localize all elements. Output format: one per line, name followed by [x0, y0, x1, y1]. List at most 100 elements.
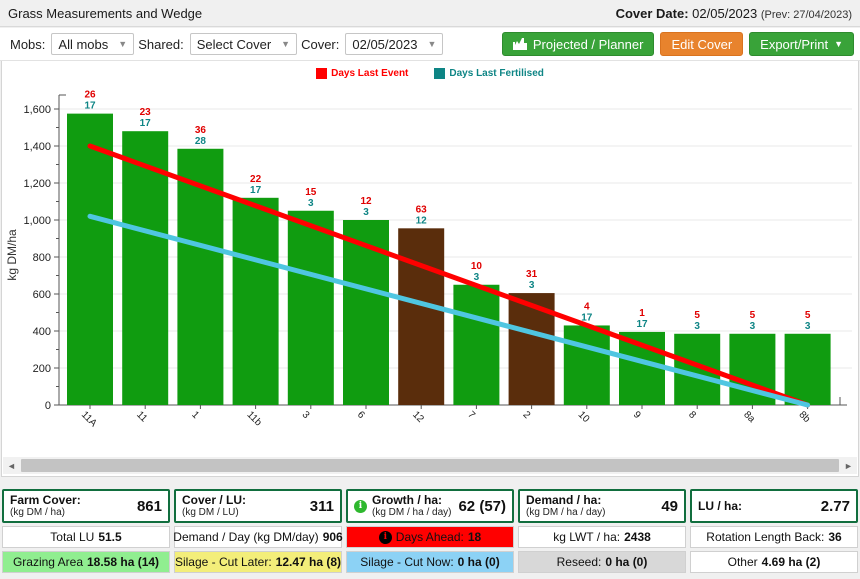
chart-legend: Days Last Event Days Last Fertilised — [2, 68, 858, 79]
svg-text:5: 5 — [750, 310, 756, 321]
stat-card-value: 62 (57) — [458, 497, 506, 515]
svg-text:1,200: 1,200 — [23, 178, 51, 190]
x-axis-label-6: 6 — [355, 409, 367, 421]
stat-row-value: 36 — [828, 530, 842, 544]
svg-text:1: 1 — [639, 308, 645, 319]
scroll-right-arrow-icon[interactable]: ► — [844, 460, 853, 471]
chevron-down-icon: ▼ — [427, 39, 437, 49]
svg-text:12: 12 — [360, 196, 372, 207]
svg-text:22: 22 — [250, 174, 262, 185]
bar-paddock-11A[interactable] — [67, 113, 113, 405]
stat-row-label: Days Ahead: — [395, 530, 464, 544]
bar-paddock-12[interactable] — [398, 228, 445, 405]
svg-text:200: 200 — [33, 363, 51, 375]
stat-column-lu-per-ha: LU / ha: 2.77 Rotation Length Back: 36 Other… — [690, 489, 858, 573]
svg-text:17: 17 — [250, 185, 262, 196]
legend-swatch-teal — [434, 68, 446, 79]
projected-planner-button[interactable]: Projected / Planner — [501, 32, 655, 56]
info-icon-green: i — [354, 499, 367, 513]
chart-panel: Days Last Event Days Last Fertilised 0 20… — [1, 61, 859, 477]
scroll-left-arrow-icon[interactable]: ◄ — [7, 460, 16, 471]
legend-item-days-last-event: Days Last Event — [316, 68, 408, 79]
svg-text:17: 17 — [140, 118, 152, 129]
stat-card-value: 311 — [309, 497, 334, 515]
stat-card-label: Demand / ha: — [526, 493, 602, 507]
bar-paddock-11[interactable] — [122, 131, 169, 405]
export-print-button[interactable]: Export/Print ▼ — [749, 32, 854, 56]
title-bar: Grass Measurements and Wedge Cover Date:… — [0, 0, 860, 27]
stat-card-growth-per-ha: i Growth / ha: (kg DM / ha / day) 62 (57) — [346, 489, 514, 523]
stat-card-text: Farm Cover: (kg DM / ha) — [10, 493, 133, 519]
info-icon-black: i — [378, 530, 392, 544]
stat-card-lu-per-ha: LU / ha: 2.77 — [690, 489, 858, 523]
stat-row-rotation-length-back: Rotation Length Back: 36 — [690, 526, 858, 548]
mobs-select[interactable]: All mobs ▼ — [51, 33, 135, 55]
bar-paddock-7[interactable] — [453, 284, 500, 405]
x-axis-label-10: 10 — [576, 409, 592, 425]
chart-icon — [512, 38, 527, 50]
stat-row-value: 0 ha (0) — [605, 555, 648, 569]
toolbar: Mobs: All mobs ▼ Shared: Select Cover ▼ … — [0, 28, 860, 61]
stat-card-label: Cover / LU: — [182, 493, 247, 507]
stat-column-cover-per-lu: Cover / LU: (kg DM / LU) 311 Demand / Day (… — [173, 489, 343, 573]
bar-paddock-8b[interactable] — [784, 333, 831, 405]
legend-label: Days Last Fertilised — [449, 68, 544, 79]
stat-row-total-lu: Total LU 51.5 — [2, 526, 170, 548]
stat-column-growth-per-ha: i Growth / ha: (kg DM / ha / day) 62 (57) i D… — [346, 489, 514, 573]
cover-date-value: 02/05/2023 — [692, 5, 758, 21]
stat-card-sublabel: (kg DM / ha / day) — [526, 507, 606, 518]
x-axis-label-3: 3 — [300, 409, 312, 421]
chevron-down-icon: ▼ — [118, 39, 128, 49]
svg-text:1,400: 1,400 — [23, 141, 51, 153]
bar-paddock-3[interactable] — [287, 210, 334, 405]
svg-text:3: 3 — [529, 280, 535, 291]
stat-row-grazing-area: Grazing Area 18.58 ha (14) — [2, 551, 170, 573]
stat-row-value: 18.58 ha (14) — [87, 555, 160, 569]
stat-column-demand-per-ha: Demand / ha: (kg DM / ha / day) 49 kg LWT /… — [518, 489, 686, 573]
x-axis-label-11A: 11A — [79, 409, 99, 429]
stat-card-value: 861 — [136, 497, 162, 515]
svg-text:3: 3 — [308, 198, 314, 209]
caret-down-icon: ▼ — [834, 39, 843, 49]
stat-row-silage-cut-later: Silage - Cut Later: 12.47 ha (8) — [174, 551, 342, 573]
cover-label: Cover: — [301, 36, 340, 52]
cover-date-prev: (Prev: 27/04/2023) — [760, 8, 852, 21]
stat-row-label: Total LU — [50, 530, 95, 544]
stat-row-label: kg LWT / ha: — [553, 530, 621, 544]
svg-text:31: 31 — [526, 269, 538, 280]
shared-cover-select[interactable]: Select Cover ▼ — [189, 33, 298, 55]
bar-paddock-11b[interactable] — [232, 197, 279, 405]
svg-text:63: 63 — [416, 204, 428, 215]
svg-text:400: 400 — [33, 326, 51, 338]
stat-row-value: 4.69 ha (2) — [761, 555, 821, 569]
svg-text:3: 3 — [363, 207, 369, 218]
stat-row-label: Demand / Day (kg DM/day) — [173, 530, 319, 544]
scrollbar-thumb[interactable] — [21, 459, 839, 472]
cover-date-select[interactable]: 02/05/2023 ▼ — [345, 33, 444, 55]
x-axis-label-7: 7 — [465, 409, 477, 421]
x-axis-label-11: 11 — [134, 409, 149, 424]
shared-cover-select-value: Select Cover — [196, 36, 272, 52]
svg-text:17: 17 — [581, 312, 593, 323]
stat-card-sublabel: (kg DM / ha / day) — [372, 507, 452, 518]
svg-text:3: 3 — [750, 321, 756, 332]
y-axis-title: kg DM/ha — [5, 229, 19, 281]
svg-text:800: 800 — [33, 252, 51, 264]
stat-row-value: 12.47 ha (8) — [275, 555, 342, 569]
svg-text:0: 0 — [45, 400, 51, 412]
stat-card-label: Farm Cover: — [10, 493, 81, 507]
svg-text:600: 600 — [33, 289, 51, 301]
stat-card-text: Demand / ha: (kg DM / ha / day) — [526, 493, 657, 519]
stat-card-demand-per-ha: Demand / ha: (kg DM / ha / day) 49 — [518, 489, 686, 523]
svg-text:10: 10 — [471, 261, 483, 272]
stat-row-demand-per-day: Demand / Day (kg DM/day) 906 — [173, 526, 343, 548]
bar-paddock-10[interactable] — [563, 325, 610, 405]
legend-swatch-red — [316, 68, 328, 79]
horizontal-scrollbar: ◄ ► — [3, 457, 857, 474]
stat-row-days-ahead: i Days Ahead: 18 — [346, 526, 514, 548]
export-print-label: Export/Print — [760, 36, 829, 52]
x-axis-label-8b: 8b — [796, 409, 812, 425]
svg-text:17: 17 — [84, 101, 96, 112]
stat-card-sublabel: (kg DM / LU) — [182, 507, 239, 518]
edit-cover-button[interactable]: Edit Cover — [660, 32, 744, 56]
